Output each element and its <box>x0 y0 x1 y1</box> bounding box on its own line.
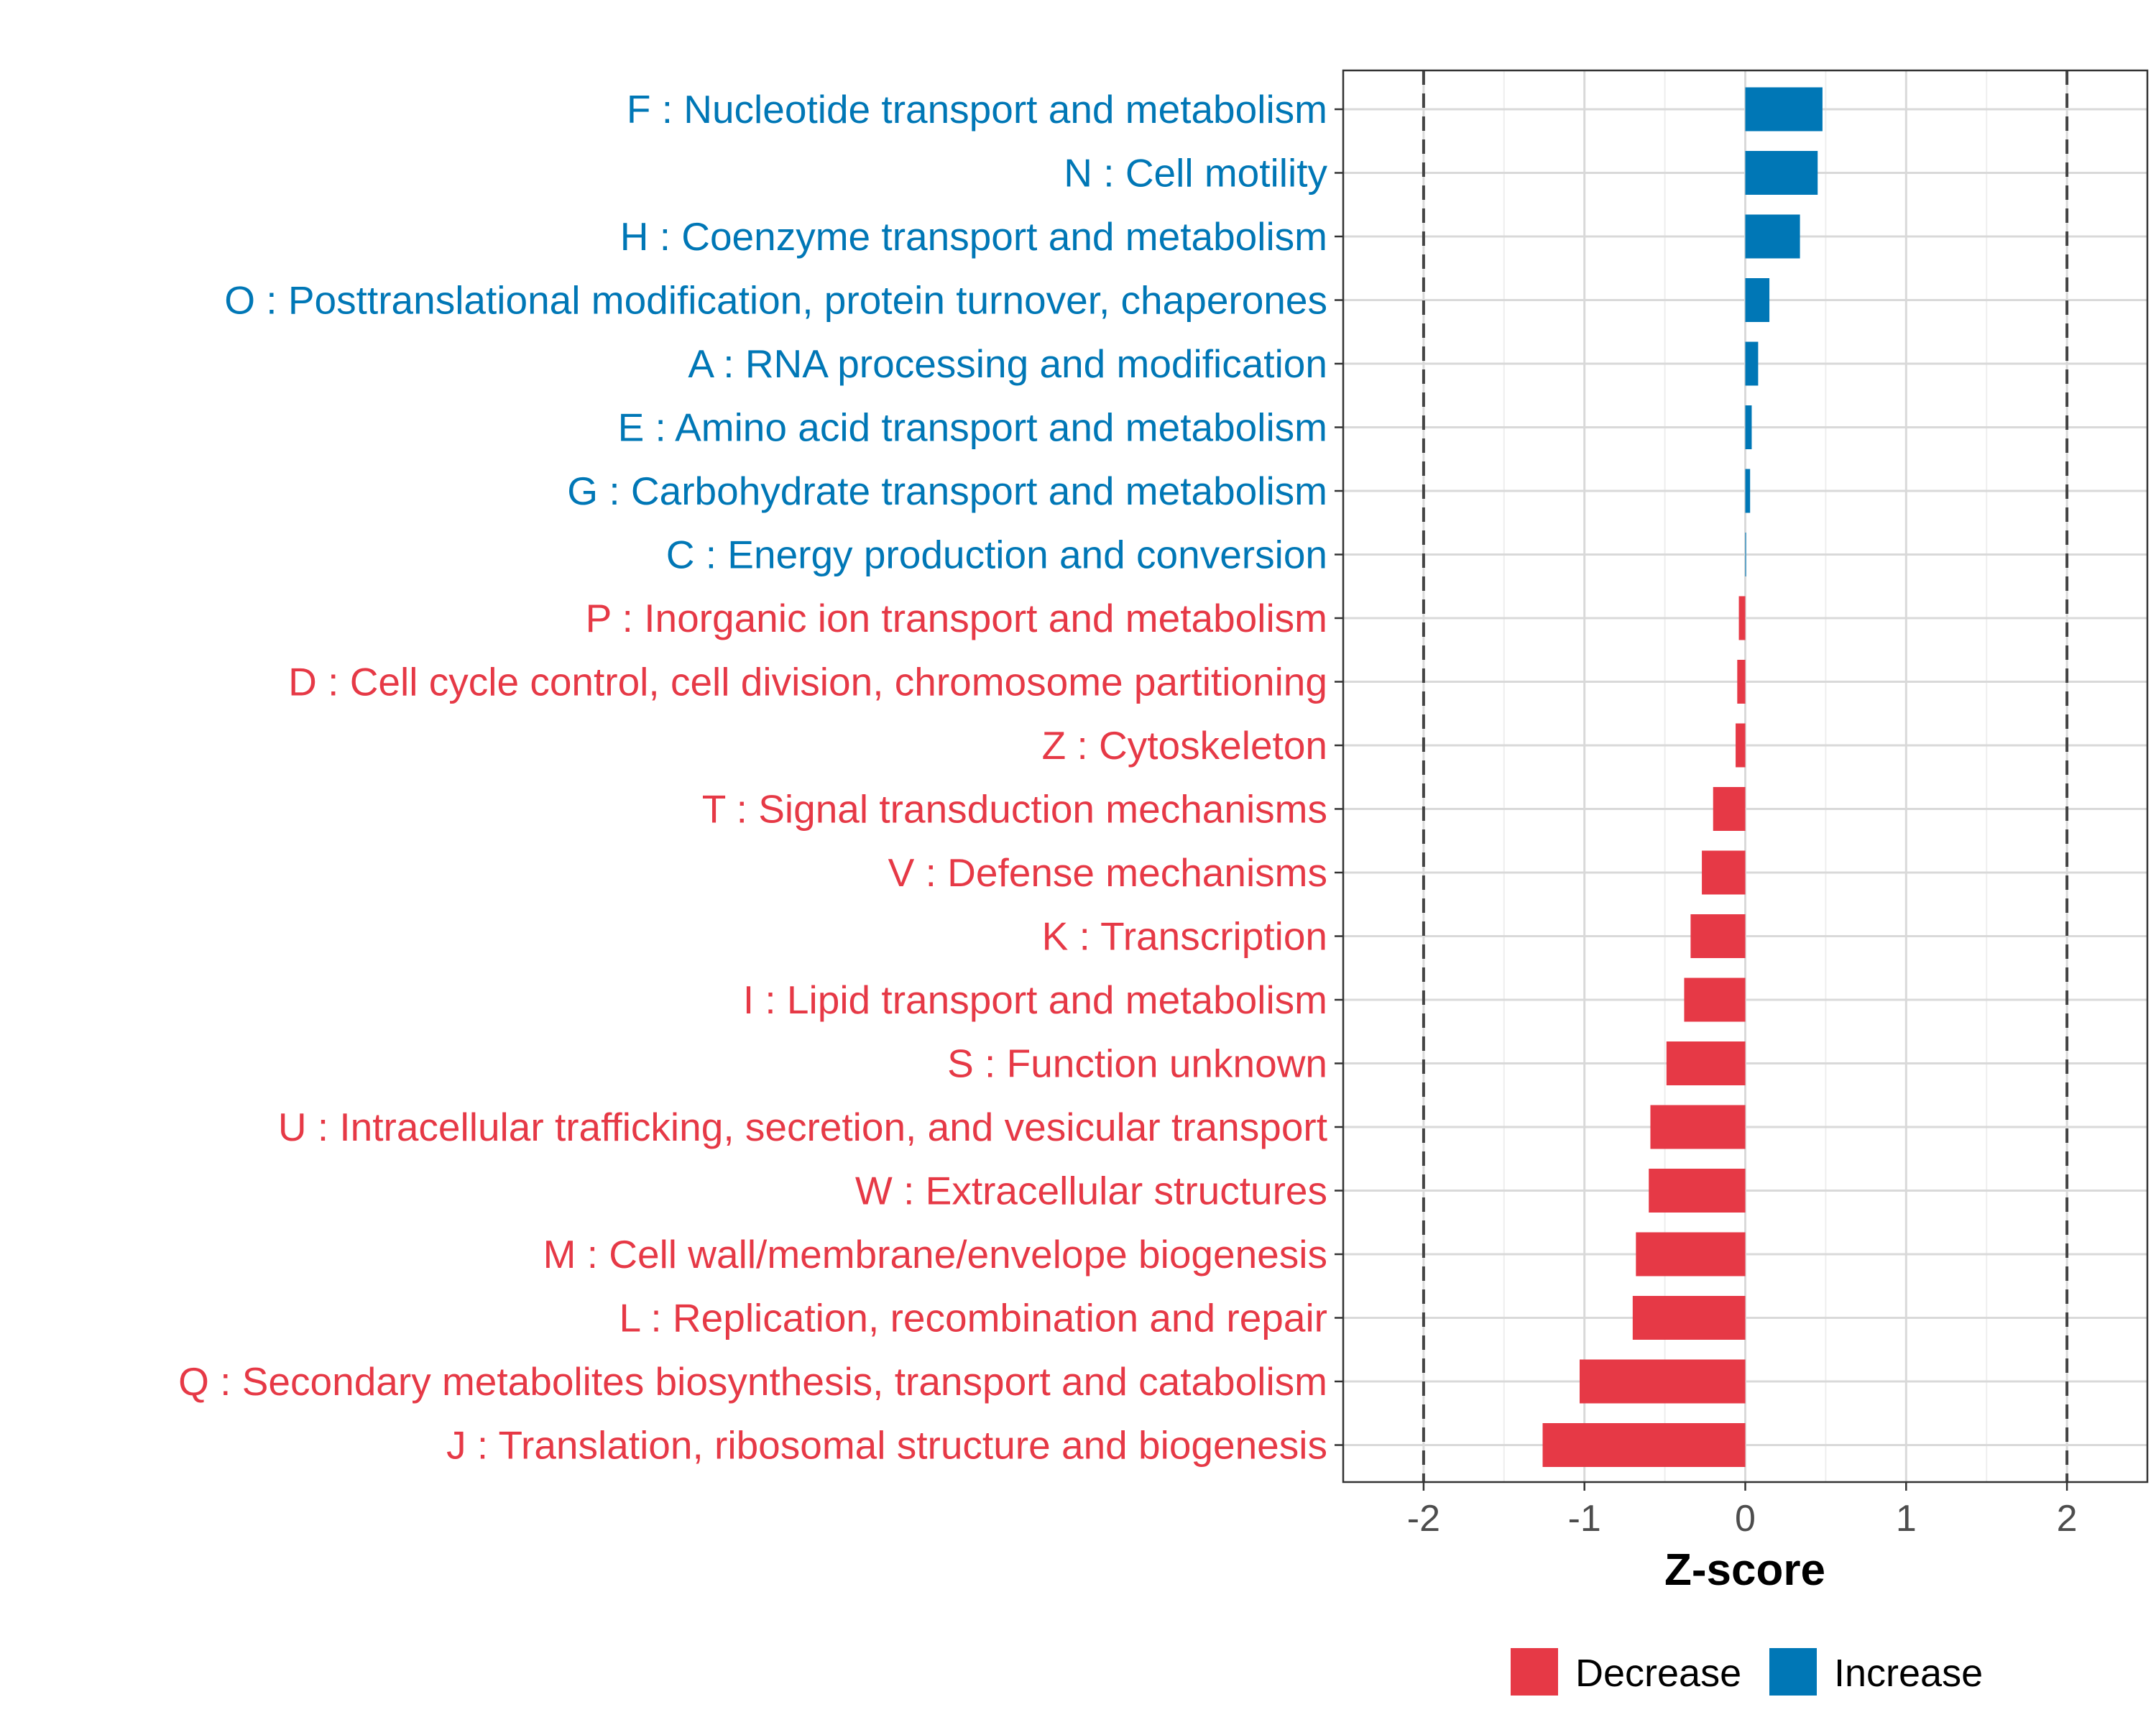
category-label: C : Energy production and conversion <box>666 533 1327 577</box>
bar <box>1702 850 1746 895</box>
legend-swatch-decrease <box>1511 1648 1558 1696</box>
legend-swatch-increase <box>1769 1648 1817 1696</box>
legend: Decrease Increase <box>1511 1648 1983 1696</box>
bar <box>1684 978 1746 1022</box>
bar <box>1542 1423 1746 1467</box>
x-tick-label: 2 <box>2057 1498 2078 1540</box>
x-axis-title: Z-score <box>1664 1545 1825 1595</box>
bar <box>1745 278 1770 322</box>
x-tick-label: -2 <box>1407 1498 1440 1540</box>
category-label: Z : Cytoskeleton <box>1042 723 1327 768</box>
category-label: T : Signal transduction mechanisms <box>702 787 1327 832</box>
bar <box>1579 1359 1746 1404</box>
category-labels: F : Nucleotide transport and metabolism N… <box>178 87 1343 1468</box>
category-label: M : Cell wall/membrane/envelope biogenes… <box>543 1232 1327 1276</box>
bar-layer <box>1542 87 1823 1467</box>
category-label: G : Carbohydrate transport and metabolis… <box>567 469 1327 513</box>
bar <box>1745 214 1800 259</box>
category-label: A : RNA processing and modification <box>688 341 1327 386</box>
legend-label-increase: Increase <box>1834 1652 1983 1695</box>
bar <box>1737 660 1746 704</box>
category-label: J : Translation, ribosomal structure and… <box>446 1423 1327 1468</box>
category-label: S : Function unknown <box>947 1041 1327 1086</box>
category-label: L : Replication, recombination and repai… <box>619 1296 1327 1340</box>
category-label: I : Lipid transport and metabolism <box>743 978 1327 1022</box>
x-tick-label: -1 <box>1568 1498 1601 1540</box>
x-tick-label: 1 <box>1896 1498 1917 1540</box>
bar <box>1632 1296 1746 1340</box>
bar <box>1649 1169 1746 1213</box>
category-label: D : Cell cycle control, cell division, c… <box>288 660 1327 704</box>
category-label: E : Amino acid transport and metabolism <box>618 405 1327 450</box>
bar <box>1736 723 1746 768</box>
bar <box>1745 469 1751 513</box>
legend-label-decrease: Decrease <box>1575 1652 1741 1695</box>
category-label: N : Cell motility <box>1064 151 1327 196</box>
category-label: H : Coenzyme transport and metabolism <box>620 214 1327 259</box>
bar <box>1666 1041 1746 1085</box>
bar <box>1738 596 1746 640</box>
bar <box>1636 1232 1746 1276</box>
bar <box>1745 405 1752 449</box>
category-label: K : Transcription <box>1042 914 1327 959</box>
category-label: W : Extracellular structures <box>855 1169 1327 1213</box>
category-label: O : Posttranslational modification, prot… <box>224 278 1327 323</box>
category-label: V : Defense mechanisms <box>888 850 1327 895</box>
x-tick-label: 0 <box>1735 1498 1756 1540</box>
category-label: F : Nucleotide transport and metabolism <box>627 87 1327 132</box>
category-label: U : Intracellular trafficking, secretion… <box>278 1105 1327 1149</box>
bar <box>1650 1105 1746 1149</box>
bar <box>1745 151 1818 195</box>
bar <box>1690 914 1746 958</box>
bar <box>1745 341 1759 386</box>
bar <box>1713 787 1746 831</box>
category-label: Q : Secondary metabolites biosynthesis, … <box>178 1359 1327 1404</box>
reference-lines <box>1422 70 2069 1482</box>
category-label: P : Inorganic ion transport and metaboli… <box>586 596 1327 640</box>
x-axis-ticks: -2 -1 0 1 2 <box>1407 1482 2078 1540</box>
bar <box>1745 87 1823 132</box>
